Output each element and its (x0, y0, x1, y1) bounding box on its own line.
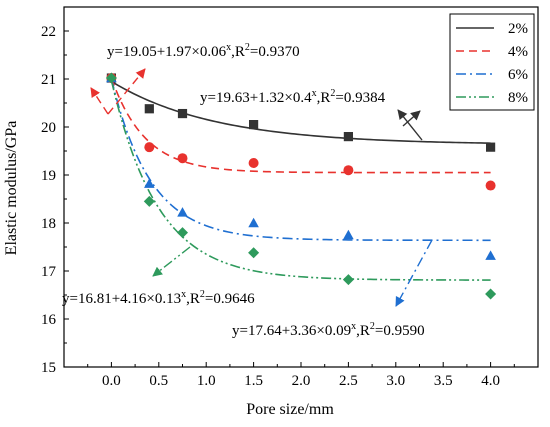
y-tick-label-7: 22 (41, 24, 56, 40)
data-point-0-4 (343, 132, 353, 142)
data-point-1-5 (485, 180, 496, 191)
data-point-1-1 (144, 142, 155, 153)
x-tick-label-0: 0.0 (102, 373, 121, 389)
legend-label-1: 4% (508, 44, 528, 60)
annotation-arrow-0 (107, 68, 146, 115)
data-point-3-0 (105, 72, 117, 84)
legend-label-0: 2% (508, 21, 528, 37)
data-point-2-1 (144, 178, 155, 188)
x-tick-label-4: 2.0 (292, 373, 311, 389)
legend-label-2: 6% (508, 67, 528, 83)
fit-line-3 (110, 80, 491, 281)
data-point-2-4 (343, 229, 354, 240)
data-point-1-2 (177, 153, 188, 164)
x-tick-label-3: 1.5 (244, 373, 263, 389)
data-point-0-2 (177, 108, 188, 119)
equation-label-1: y=19.63+1.32×0.4x,R2=0.9384 (200, 88, 386, 106)
annotation-arrow-2pct (397, 109, 423, 141)
y-tick-label-2: 17 (41, 264, 57, 280)
annotation-arrow-2 (402, 110, 421, 127)
data-point-2-3 (248, 217, 259, 228)
y-tick-label-0: 15 (41, 360, 56, 376)
x-tick-label-2: 1.0 (197, 373, 216, 389)
data-point-0-5 (486, 142, 496, 152)
data-point-3-1 (143, 195, 155, 207)
annotation-arrow-1 (90, 87, 109, 115)
data-point-1-3 (248, 158, 259, 168)
data-point-2-5 (485, 250, 496, 260)
data-point-3-2 (176, 227, 189, 239)
legend: 2% 4% 6% 8% (449, 13, 535, 111)
data-markers (105, 72, 497, 300)
x-tick-label-5: 2.5 (339, 373, 358, 389)
y-tick-label-5: 20 (41, 120, 56, 136)
fit-lines (110, 77, 491, 281)
data-point-0-1 (144, 104, 154, 114)
data-point-3-5 (485, 288, 497, 300)
data-point-3-4 (342, 274, 354, 286)
y-tick-label-3: 18 (41, 216, 56, 232)
x-axis-title: Pore size/mm (246, 401, 334, 418)
equation-annotations: y=19.05+1.97×0.06x,R2=0.9370 y=19.63+1.32… (62, 42, 433, 339)
y-axis-title: Elastic modulus/GPa (3, 121, 20, 256)
x-tick-label-6: 3.0 (386, 373, 405, 389)
data-point-1-4 (343, 165, 354, 176)
data-point-3-3 (248, 247, 260, 259)
x-tick-label-7: 3.5 (434, 373, 453, 389)
equation-label-3: y=17.64+3.36×0.09x,R2=0.9590 (232, 321, 425, 339)
y-tick-label-4: 19 (41, 168, 56, 184)
legend-label-3: 8% (508, 90, 528, 106)
equation-label-0: y=19.05+1.97×0.06x,R2=0.9370 (107, 42, 300, 60)
fit-line-0 (110, 80, 491, 144)
data-point-0-3 (249, 120, 259, 130)
axis-ticks: 0.0 0.5 1.0 1.5 2.0 2.5 3.0 3.5 4.0 15 16 17 18 19 20 2… (41, 6, 515, 389)
y-tick-label-6: 21 (41, 72, 56, 88)
x-tick-label-8: 4.0 (481, 373, 500, 389)
fit-line-2 (110, 78, 491, 242)
equation-label-2: y=16.81+4.16×0.13x,R2=0.9646 (62, 289, 255, 307)
fit-line-1 (110, 77, 491, 174)
legend-box (449, 13, 535, 111)
annotation-arrow-3 (152, 246, 191, 277)
y-tick-label-1: 16 (41, 312, 57, 328)
annotation-arrow-4 (395, 239, 433, 307)
data-point-2-2 (177, 207, 188, 217)
x-tick-label-1: 0.5 (149, 373, 168, 389)
